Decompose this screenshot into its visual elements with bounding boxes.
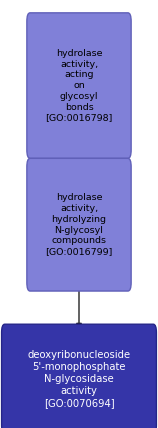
Text: hydrolase
activity,
hydrolyzing
N-glycosyl
compounds
[GO:0016799]: hydrolase activity, hydrolyzing N-glycos… [45,193,113,256]
FancyBboxPatch shape [27,13,131,158]
FancyBboxPatch shape [2,324,156,428]
FancyBboxPatch shape [27,158,131,291]
Text: deoxyribonucleoside
5'-monophosphate
N-glycosidase
activity
[GO:0070694]: deoxyribonucleoside 5'-monophosphate N-g… [27,350,131,408]
Text: hydrolase
activity,
acting
on
glycosyl
bonds
[GO:0016798]: hydrolase activity, acting on glycosyl b… [45,49,113,122]
